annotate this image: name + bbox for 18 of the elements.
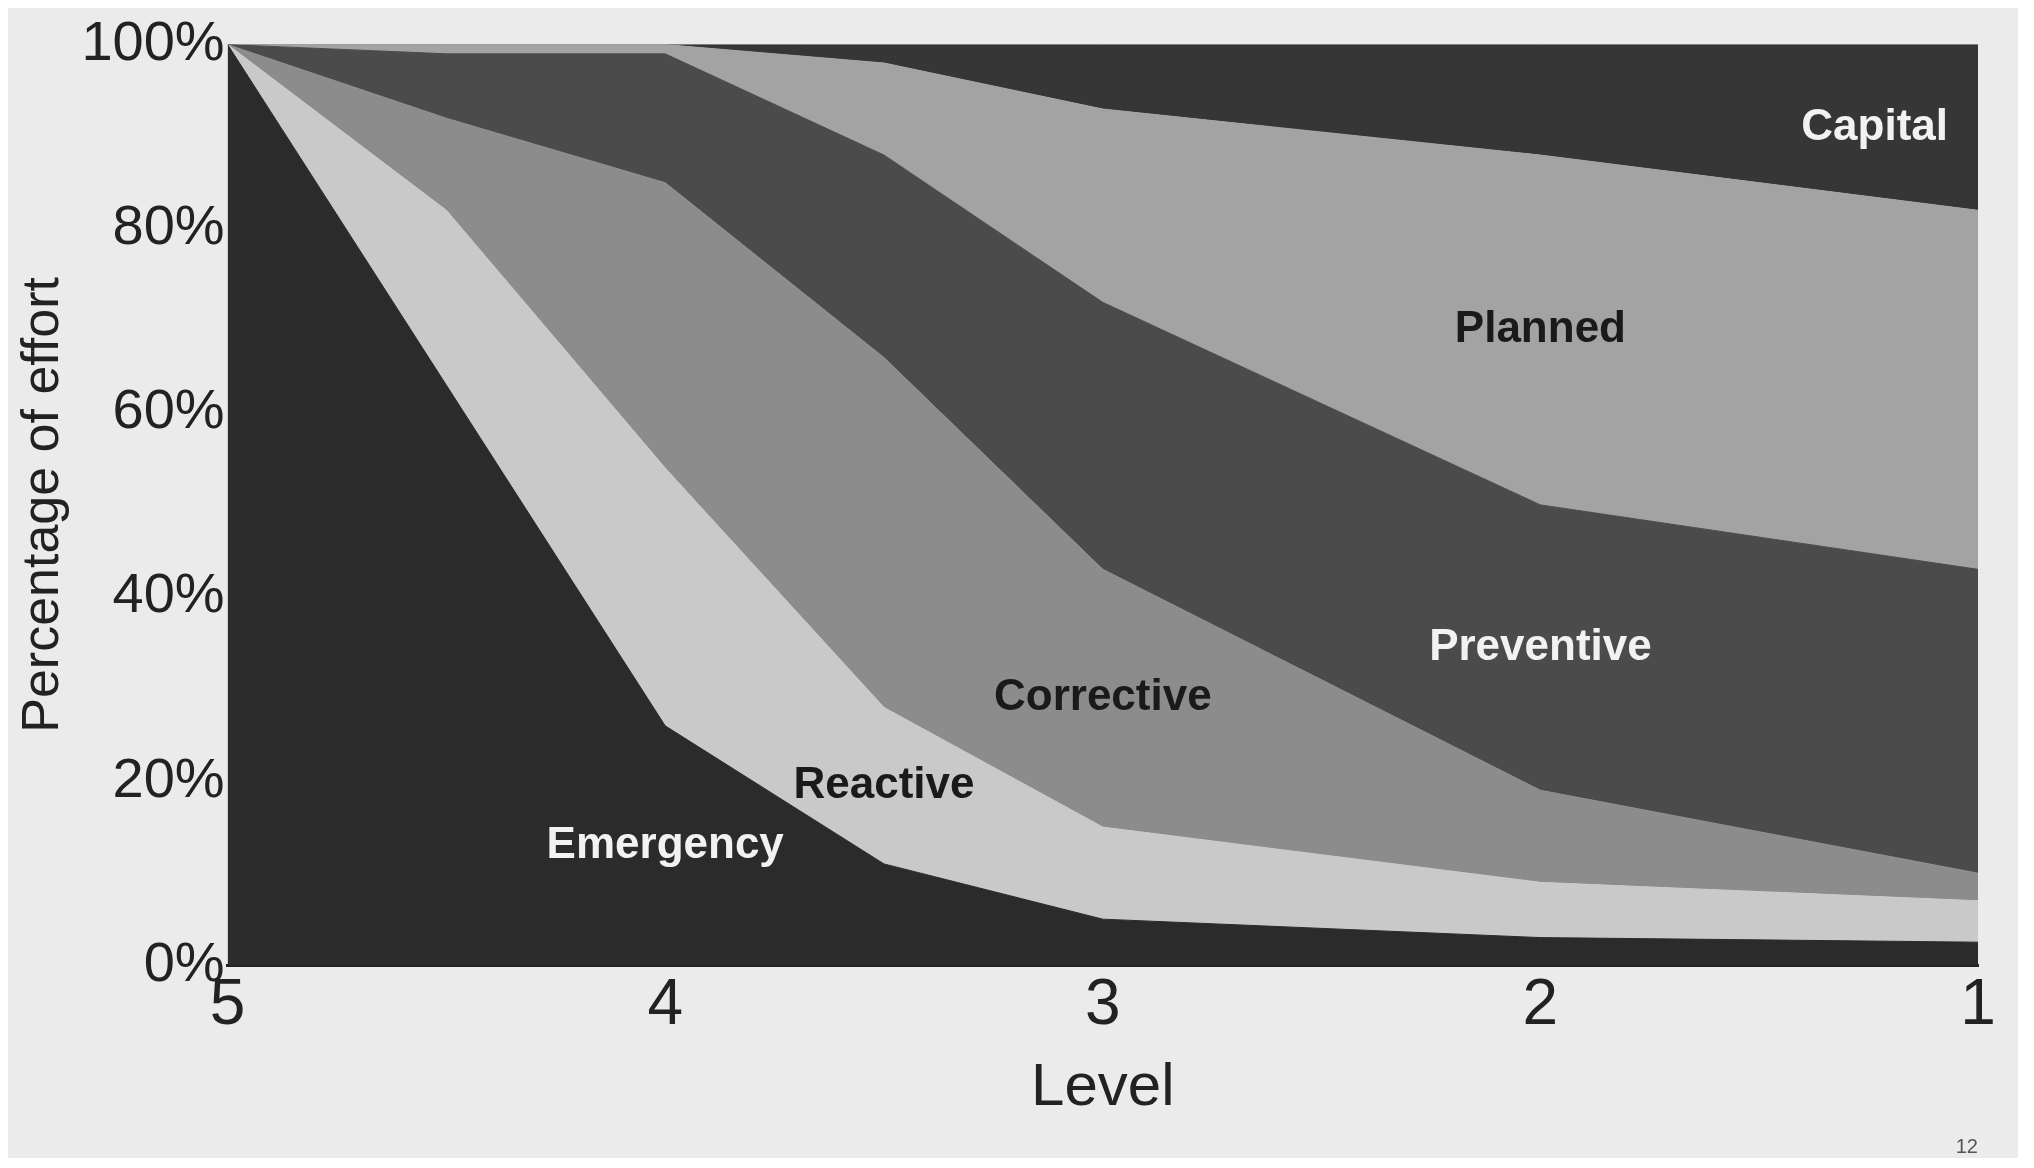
x-axis-title: Level [1031, 1050, 1175, 1118]
series-label: Preventive [1429, 619, 1652, 669]
series-label: Reactive [793, 757, 975, 807]
series-label: Emergency [546, 817, 785, 867]
text: 12 [1955, 1135, 1978, 1158]
x-tick-label: 1 [1960, 966, 1996, 1039]
series-label: Capital [1801, 99, 1948, 149]
series-label: Corrective [993, 670, 1212, 720]
y-axis-title: Percentage of effort [10, 276, 69, 733]
y-tick-label: 60% [112, 377, 225, 441]
x-tick-label: 3 [1085, 966, 1121, 1039]
y-tick-label: 20% [112, 745, 225, 809]
y-tick-label: 40% [112, 561, 225, 625]
series-label: Planned [1454, 302, 1626, 352]
x-tick-label: 4 [647, 966, 684, 1039]
y-tick-label: 100% [81, 9, 225, 73]
y-tick-label: 80% [112, 193, 225, 257]
x-tick-label: 2 [1522, 966, 1559, 1039]
